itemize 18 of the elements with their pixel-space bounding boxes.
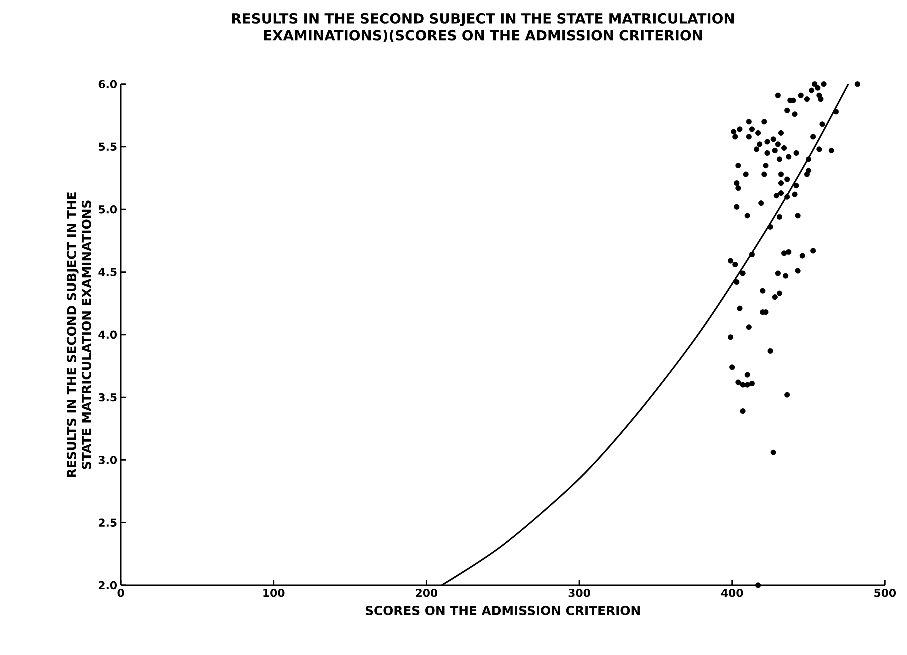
y-tick-label: 3.0: [98, 456, 118, 464]
y-tick-label: 5.5: [99, 142, 117, 152]
x-tick-label: 300: [568, 589, 590, 598]
x-tick-label: 0: [118, 589, 124, 598]
y-tick-label: 5.0: [99, 206, 118, 214]
y-tick-label: 2.5: [99, 518, 117, 527]
y-tick-label: 6.0: [98, 80, 118, 88]
x-tick-label: 400: [721, 589, 744, 598]
y-tick-label: 3.5: [98, 393, 117, 402]
x-tick-label: 100: [264, 589, 285, 598]
x-tick-label: 500: [874, 589, 896, 598]
x-axis-title: SCORES ON THE ADMISSION CRITERION: [366, 606, 640, 616]
x-tick-label: 200: [416, 589, 438, 598]
chart-title: RESULTS IN THE SECOND SUBJECT IN THE STATE MATRICULATION EXAMINATIONS)(SCORES ON THE ADMISSION CRITERION: [232, 13, 734, 42]
y-axis-title: RESULTS IN THE SECOND SUBJECT IN THE STATE MATRICULATION EXAMINATIONS: [67, 192, 92, 478]
y-tick-label: 4.5: [98, 268, 117, 276]
y-tick-label: 4.0: [98, 330, 118, 340]
y-tick-label: 2.0: [99, 581, 118, 590]
